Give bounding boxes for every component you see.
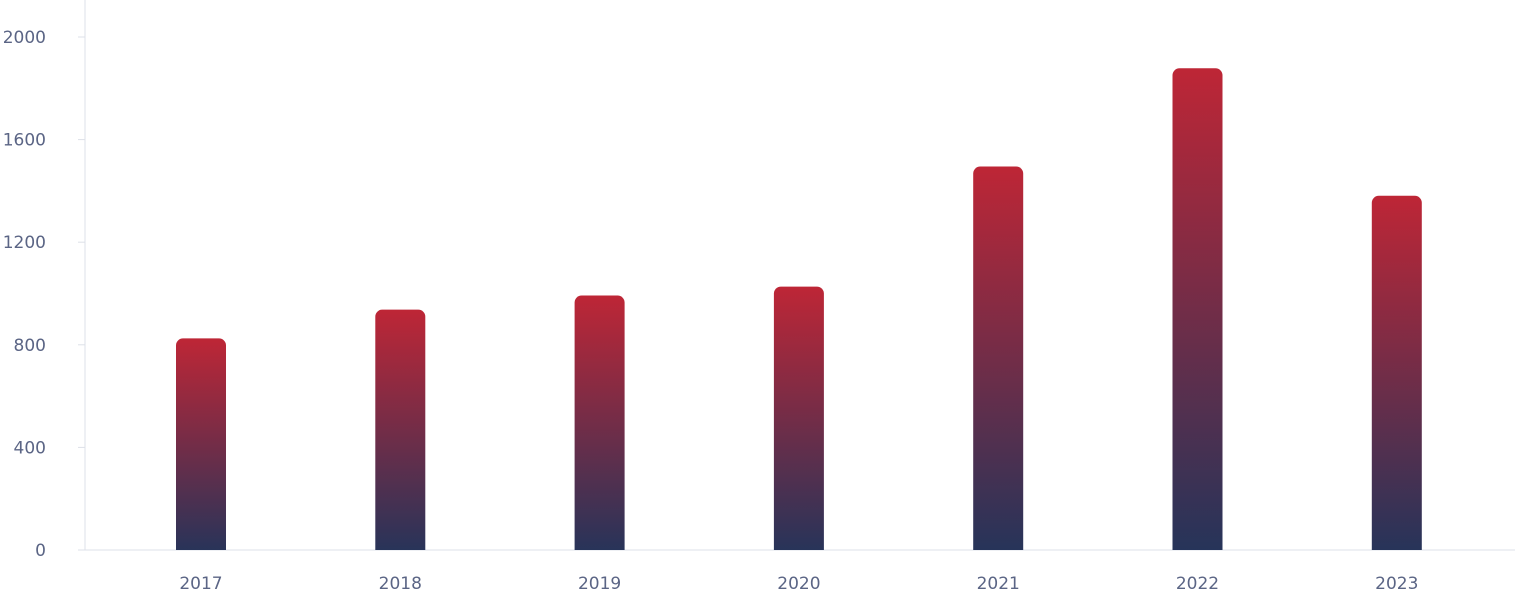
y-axis-ticks: 0 400 800 1200 1600 2000 [3,28,85,561]
x-tick-label: 2020 [777,574,820,594]
bar-2021 [973,166,1024,550]
x-axis-ticks: 2017 2018 2019 2020 2021 2022 2023 [179,574,1418,594]
bar-2023 [1371,195,1422,550]
x-tick-label: 2018 [379,574,422,594]
bar-2018 [375,309,426,550]
x-tick-label: 2022 [1176,574,1219,594]
x-tick-label: 2021 [977,574,1020,594]
y-tick-label: 1600 [3,131,46,151]
bar-2017 [176,338,226,550]
y-tick-label: 400 [14,438,46,458]
y-tick-label: 2000 [3,28,46,48]
bar-2022 [1172,68,1223,550]
y-tick-label: 800 [14,336,46,356]
x-tick-label: 2019 [578,574,621,594]
bar-2020 [773,286,824,550]
x-tick-label: 2017 [179,574,222,594]
bar-2019 [574,295,625,550]
x-tick-label: 2023 [1375,574,1418,594]
bars [176,68,1422,550]
y-tick-label: 1200 [3,233,46,253]
y-tick-label: 0 [35,541,46,561]
